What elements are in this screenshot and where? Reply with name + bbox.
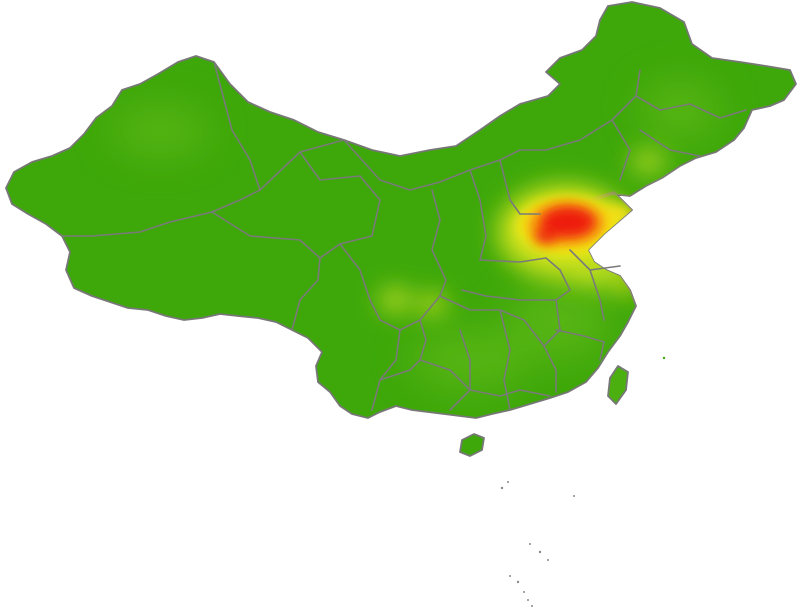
hotspot-red: [540, 206, 596, 238]
border-guizhou-yunnan: [379, 319, 427, 381]
islet: [529, 543, 531, 545]
border-hubei-hunan: [439, 295, 545, 411]
hainan-island: [459, 433, 485, 457]
border-shanxi-hebei: [469, 159, 541, 261]
south-sea-islets: [500, 356, 666, 607]
heat-spot-sichuan: [379, 288, 411, 312]
islet: [538, 550, 542, 554]
islet: [527, 599, 529, 601]
border-innermongolia-south: [343, 69, 641, 191]
border-northeast: [611, 95, 747, 181]
islet: [500, 486, 504, 490]
hotspot-red-west: [534, 228, 558, 244]
border-jiangxi-fujian: [543, 329, 605, 393]
heat-patch-xinjiang: [110, 106, 210, 154]
islet: [523, 591, 525, 593]
province-borders: [61, 61, 747, 411]
mainland-shape: [5, 1, 797, 419]
heat-spot-liaoning: [630, 150, 666, 174]
islet: [662, 356, 666, 360]
islet: [531, 605, 533, 607]
border-henan: [461, 257, 571, 301]
heat-patch-northeast: [640, 80, 720, 140]
border-anhui-jiangsu: [543, 249, 621, 347]
islet: [573, 495, 575, 497]
border-shaanxi: [431, 189, 447, 297]
heat-spot-chongqing: [418, 294, 446, 314]
islet: [516, 580, 520, 584]
islet: [507, 481, 509, 483]
taiwan-island: [607, 365, 629, 405]
border-guangxi-guangdong: [419, 359, 551, 411]
islet: [509, 575, 511, 577]
land-mass: [5, 1, 797, 457]
islet: [547, 559, 549, 561]
border-xinjiang-east: [61, 61, 261, 237]
